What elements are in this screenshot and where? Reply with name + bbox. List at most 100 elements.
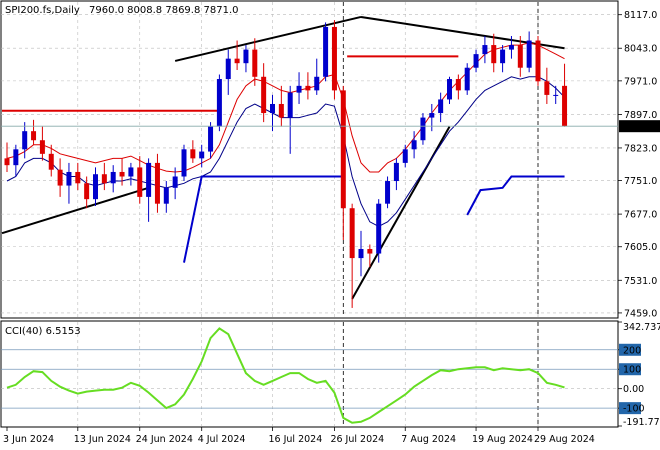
fast-moving-average	[6, 76, 565, 227]
candle-body	[358, 249, 364, 259]
price-tick-label: 7677.0	[624, 210, 657, 221]
price-tick-label: 7459.0	[624, 308, 657, 319]
moving-averages	[6, 42, 565, 227]
candle-body	[66, 171, 72, 186]
cci-level-tag	[619, 363, 641, 376]
date-tick-label: 13 Jun 2024	[74, 434, 131, 445]
candle-body	[535, 40, 541, 82]
price-tick-label: 7531.0	[624, 276, 657, 287]
trendline	[174, 15, 362, 62]
candle-body	[48, 153, 54, 170]
date-tick-label: 3 Jun 2024	[3, 434, 54, 445]
cci-tick-label: 0.00	[623, 384, 644, 395]
candle-body	[181, 149, 187, 177]
current-price-tag-box	[619, 120, 660, 133]
date-tick-label: 16 Jul 2024	[269, 434, 323, 445]
candle-body	[137, 167, 143, 197]
candle-body	[39, 140, 45, 154]
current-price-tag-label: 7871.0	[622, 122, 655, 133]
cci-tick-label: -191.7746	[623, 417, 660, 428]
candle-body	[243, 49, 249, 64]
candle-body	[305, 85, 311, 91]
cci-panel: CCI(40) 6.5153 342.7377 200 100 0.00 -100 -19…	[0, 320, 660, 428]
candle-body	[367, 249, 373, 254]
candle-body	[154, 162, 160, 204]
candle-body	[252, 49, 258, 77]
candle-body	[526, 40, 532, 68]
candle-body	[482, 45, 488, 55]
candle-body	[562, 85, 568, 127]
candle-body	[411, 140, 417, 150]
candle-body	[491, 45, 497, 64]
cci-level-tag	[619, 343, 641, 356]
candle-body	[93, 174, 98, 200]
candle-body	[199, 151, 205, 159]
cci-tick-label: 200	[623, 345, 641, 356]
chart-symbol: SPI200.fs,Daily	[5, 5, 80, 16]
horizontal-levels	[2, 55, 459, 112]
candle-body	[429, 113, 435, 118]
cci-tick-label: -100	[623, 404, 645, 415]
candles	[4, 20, 568, 308]
cci-line	[6, 327, 565, 424]
candle-body	[31, 131, 37, 141]
candle-body	[216, 79, 222, 127]
candle-body	[464, 67, 470, 91]
support-line	[183, 175, 344, 263]
candle-body	[314, 76, 320, 91]
support-lines	[183, 175, 565, 263]
candle-body	[500, 49, 506, 64]
candle-body	[349, 208, 355, 259]
candle-body	[553, 94, 559, 96]
candle-body	[146, 162, 152, 197]
candle-body	[508, 45, 514, 50]
current-price-tag: 7871.0	[619, 120, 660, 133]
cci-date-separators	[77, 322, 539, 426]
candle-body	[323, 26, 329, 77]
candle-body	[225, 58, 231, 80]
candle-body	[57, 169, 63, 186]
cci-title: CCI(40) 6.5153	[5, 326, 81, 337]
candle-body	[4, 158, 10, 166]
candle-body	[287, 92, 293, 118]
candle-body	[75, 171, 81, 184]
candle-body	[438, 99, 444, 114]
candle-body	[234, 58, 240, 64]
cci-axis: 342.7377 200 100 0.00 -100 -191.7746	[618, 321, 660, 428]
price-tick-label: 7823.0	[624, 143, 657, 154]
candle-body	[190, 149, 196, 159]
candle-body	[101, 174, 107, 184]
candle-body	[208, 126, 214, 152]
candle-body	[455, 79, 461, 91]
price-panel: SPI200.fs,Daily 7960.0 8008.8 7869.8 787…	[0, 0, 660, 319]
price-tick-label: 7971.0	[624, 76, 657, 87]
date-tick-label: 24 Jun 2024	[136, 434, 193, 445]
candle-body	[296, 85, 302, 93]
price-tick-label: 7751.0	[624, 176, 657, 187]
candle-body	[22, 131, 28, 150]
support-line	[466, 175, 565, 216]
candle-body	[270, 103, 275, 114]
cci-level-tag	[619, 402, 641, 415]
date-axis: 3 Jun 2024 13 Jun 2024 24 Jun 2024 4 Jul 20…	[3, 427, 595, 445]
date-tick-label: 4 Jul 2024	[198, 434, 246, 445]
candle-body	[278, 103, 284, 118]
candle-body	[420, 117, 426, 141]
candle-body	[517, 45, 523, 68]
chart-title: SPI200.fs,Daily 7960.0 8008.8 7869.8 787…	[5, 5, 239, 16]
trendline	[1, 186, 149, 235]
price-axis: 8117.0 8043.0 7971.0 7897.0 7823.0 7751.0 7677…	[618, 10, 657, 319]
candle-body	[110, 171, 116, 184]
candle-body	[261, 76, 267, 114]
candle-body	[13, 149, 19, 166]
slow-moving-average	[6, 42, 565, 173]
cci-plot-frame	[0, 320, 619, 428]
price-plot-frame	[0, 0, 619, 319]
price-tick-label: 7605.0	[624, 242, 657, 253]
cci-tick-label: 100	[623, 365, 641, 376]
candle-body	[119, 171, 125, 177]
candle-body	[172, 176, 178, 188]
date-tick-label: 29 Aug 2024	[534, 434, 595, 445]
candle-body	[376, 203, 382, 254]
